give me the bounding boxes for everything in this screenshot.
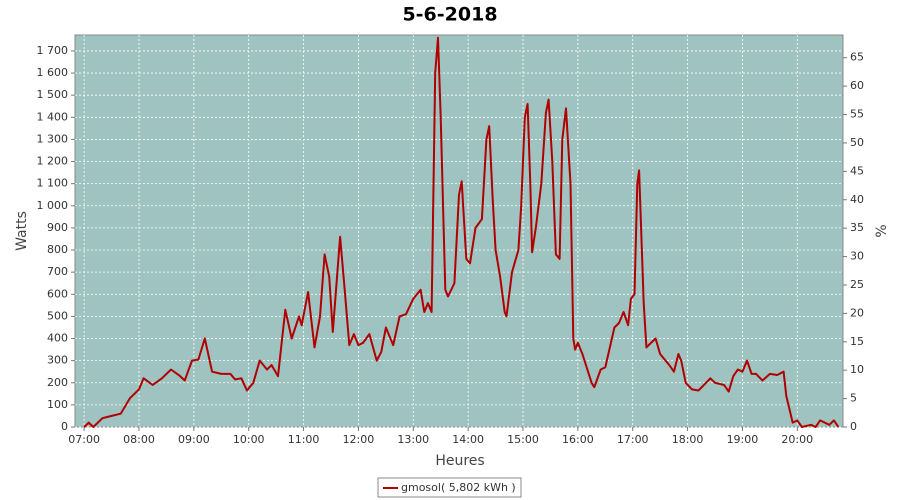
y-tick-label: 800 xyxy=(47,243,68,256)
x-tick-label: 09:00 xyxy=(178,433,210,446)
legend-label: gmosol( 5,802 kWh ) xyxy=(401,481,516,494)
y2-tick-label: 20 xyxy=(850,306,864,319)
y-tick-label: 1 300 xyxy=(37,132,69,145)
x-tick-label: 20:00 xyxy=(781,433,813,446)
legend-box xyxy=(377,477,522,498)
y-tick-label: 1 400 xyxy=(37,110,69,123)
line-series xyxy=(83,36,840,428)
x-tick-label: 13:00 xyxy=(397,433,429,446)
y2-tick-label: 25 xyxy=(850,278,864,291)
y-tick-label: 1 100 xyxy=(37,177,69,190)
x-tick-label: 08:00 xyxy=(123,433,155,446)
y-tick-label: 400 xyxy=(47,332,68,345)
y-tick-label: 1 700 xyxy=(37,44,69,57)
y-tick-label: 1 500 xyxy=(37,88,69,101)
x-tick-label: 07:00 xyxy=(68,433,100,446)
y-tick-label: 900 xyxy=(47,221,68,234)
y-tick-label: 1 600 xyxy=(37,66,69,79)
y-tick-label: 200 xyxy=(47,376,68,389)
y2-tick-label: 5 xyxy=(850,392,857,405)
y-tick-label: 100 xyxy=(47,398,68,411)
chart-title: 5-6-2018 xyxy=(402,4,497,26)
x-tick-label: 10:00 xyxy=(233,433,265,446)
y2-tick-label: 10 xyxy=(850,363,864,376)
y2-tick-label: 40 xyxy=(850,193,864,206)
y2-tick-label: 30 xyxy=(850,250,864,263)
x-tick-label: 19:00 xyxy=(727,433,759,446)
y-axis-title: Watts xyxy=(14,211,30,251)
y2-tick-label: 15 xyxy=(850,335,864,348)
x-tick-label: 11:00 xyxy=(288,433,320,446)
plot-area xyxy=(74,34,844,428)
y2-tick-label: 45 xyxy=(850,164,864,177)
y-tick-label: 600 xyxy=(47,287,68,300)
y-tick-label: 300 xyxy=(47,354,68,367)
y2-tick-label: 65 xyxy=(850,51,864,64)
x-tick-label: 16:00 xyxy=(562,433,594,446)
y2-axis-title: % xyxy=(874,224,890,237)
x-tick-label: 18:00 xyxy=(672,433,704,446)
y2-tick-label: 60 xyxy=(850,79,864,92)
x-tick-label: 15:00 xyxy=(507,433,539,446)
x-tick-label: 14:00 xyxy=(452,433,484,446)
y2-tick-label: 35 xyxy=(850,221,864,234)
x-tick-label: 12:00 xyxy=(343,433,375,446)
x-axis-title: Heures xyxy=(435,453,484,469)
y-tick-label: 0 xyxy=(61,420,68,433)
y-tick-label: 500 xyxy=(47,309,68,322)
y2-tick-label: 55 xyxy=(850,108,864,121)
y2-tick-label: 0 xyxy=(850,420,857,433)
y-tick-label: 700 xyxy=(47,265,68,278)
y-tick-label: 1 200 xyxy=(37,155,69,168)
legend: gmosol( 5,802 kWh ) xyxy=(377,477,522,498)
y2-tick-label: 50 xyxy=(850,136,864,149)
y-tick-label: 1 000 xyxy=(37,199,69,212)
x-tick-label: 17:00 xyxy=(617,433,649,446)
